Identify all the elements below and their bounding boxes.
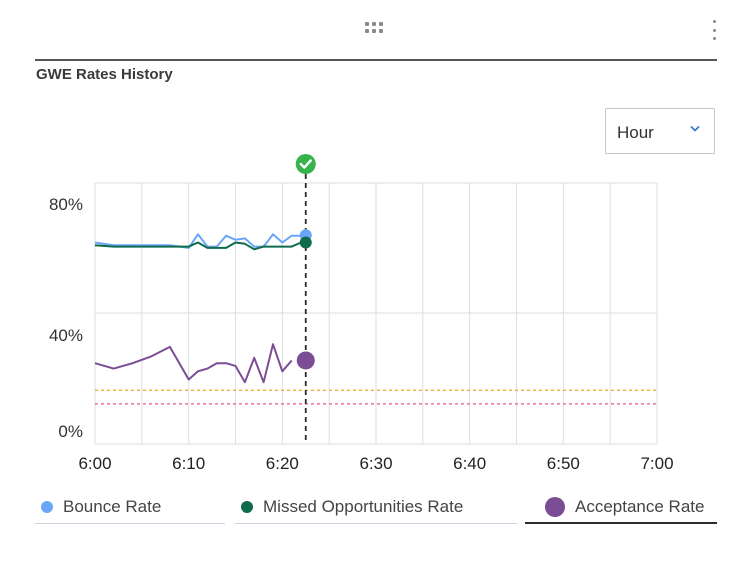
header-divider bbox=[35, 59, 717, 61]
x-tick-label: 6:30 bbox=[359, 454, 392, 473]
x-tick-label: 6:40 bbox=[453, 454, 486, 473]
panel-title: GWE Rates History bbox=[36, 66, 173, 83]
legend-label: Acceptance Rate bbox=[575, 496, 705, 516]
legend-item-acceptance-rate[interactable]: Acceptance Rate bbox=[525, 490, 717, 524]
legend-swatch bbox=[545, 496, 565, 517]
series-line-acceptance-rate bbox=[94, 343, 293, 384]
legend-swatch bbox=[241, 500, 253, 513]
y-tick-label: 80% bbox=[49, 195, 83, 214]
y-tick-label: 40% bbox=[49, 326, 83, 345]
time-range-value: Hour bbox=[617, 123, 654, 142]
x-tick-label: 6:10 bbox=[172, 454, 205, 473]
x-tick-label: 6:20 bbox=[266, 454, 299, 473]
y-tick-label: 0% bbox=[58, 422, 83, 441]
legend-item-missed-opportunities-rate[interactable]: Missed Opportunities Rate bbox=[235, 490, 517, 524]
acceptance-rate-current-point bbox=[296, 351, 315, 370]
x-tick-label: 6:50 bbox=[547, 454, 580, 473]
x-tick-label: 6:00 bbox=[78, 454, 111, 473]
legend-label: Missed Opportunities Rate bbox=[263, 496, 464, 516]
series-line-bounce-rate bbox=[94, 233, 302, 249]
check-circle-icon bbox=[295, 154, 316, 174]
kebab-menu-icon[interactable] bbox=[709, 20, 719, 40]
legend-underline bbox=[235, 523, 517, 524]
legend-item-bounce-rate[interactable]: Bounce Rate bbox=[35, 490, 225, 524]
time-range-select[interactable]: Hour bbox=[605, 108, 715, 154]
drag-handle-icon[interactable] bbox=[365, 22, 385, 36]
chevron-down-icon bbox=[690, 126, 700, 132]
x-tick-label: 7:00 bbox=[640, 454, 673, 473]
rates-line-chart: 80% 40% 0% 6:00 6:10 6:20 6:30 6:40 6:50 7:00 bbox=[49, 154, 674, 473]
chart-legend: Bounce Rate Missed Opportunities Rate Acce… bbox=[35, 490, 717, 524]
legend-underline bbox=[35, 523, 225, 524]
series-line-missed-opportunities-rate bbox=[94, 241, 302, 251]
legend-label: Bounce Rate bbox=[63, 496, 162, 516]
legend-underline bbox=[525, 522, 717, 524]
missed-opportunities-current-point bbox=[299, 236, 312, 249]
legend-swatch bbox=[41, 500, 53, 513]
